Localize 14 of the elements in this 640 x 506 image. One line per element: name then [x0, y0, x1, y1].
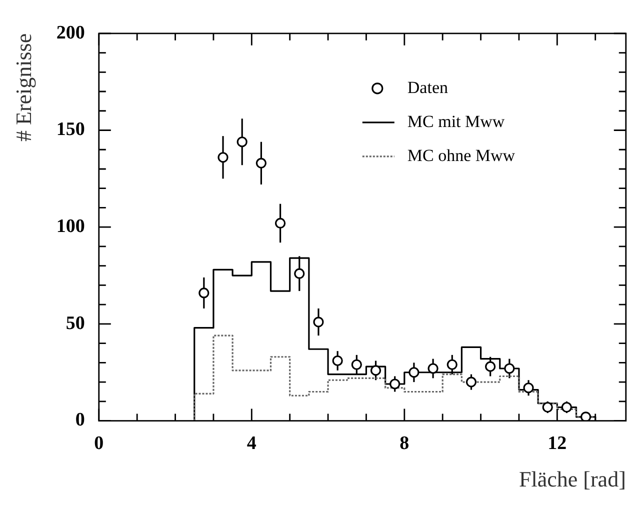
legend-label: MC mit Mww: [407, 112, 506, 131]
x-tick-label: 8: [400, 433, 410, 454]
x-axis-title: Fläche [rad]: [519, 466, 626, 492]
legend-label: Daten: [407, 78, 448, 97]
y-tick-label: 50: [66, 312, 85, 334]
legend-label: MC ohne Mww: [407, 146, 516, 165]
y-tick-label: 200: [56, 22, 85, 44]
x-tick-label: 0: [94, 433, 104, 454]
y-tick-label: 150: [56, 119, 85, 140]
x-tick-label: 12: [548, 433, 567, 454]
y-tick-label: 100: [56, 216, 85, 238]
x-tick-label: 4: [246, 433, 257, 454]
y-axis-title: # Ereignisse: [10, 33, 36, 142]
y-tick-label: 0: [75, 410, 85, 431]
